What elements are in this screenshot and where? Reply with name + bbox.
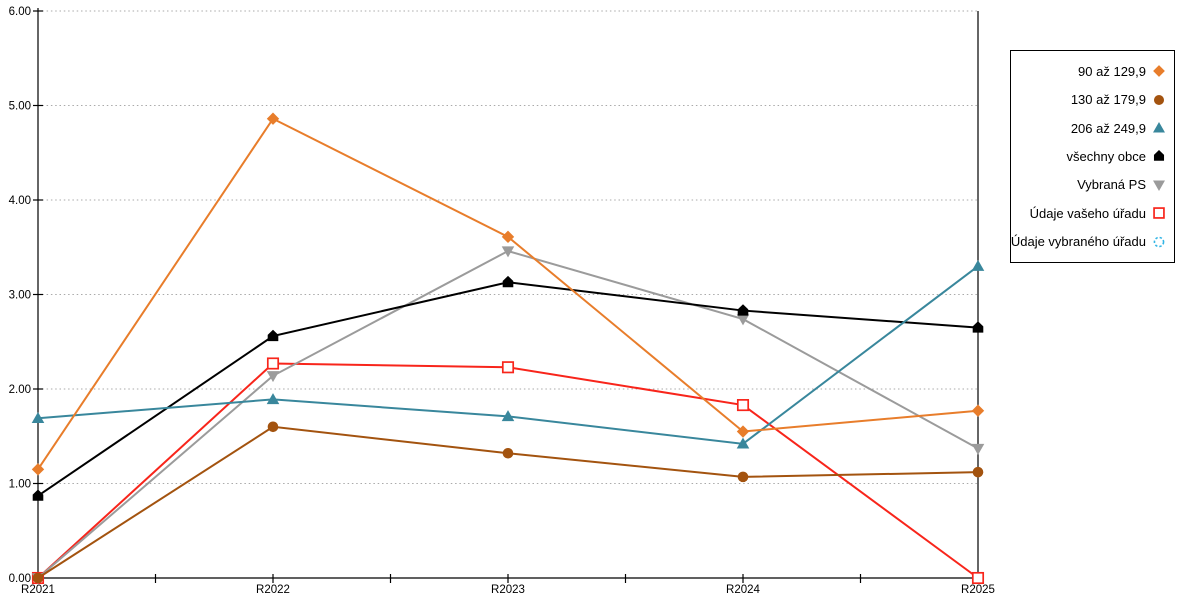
triangle-down-marker-icon	[971, 443, 985, 455]
legend-item-2: 206 až 249,9	[1071, 120, 1167, 136]
legend-item-1: 130 až 179,9	[1071, 92, 1167, 108]
triangle-down-marker-icon	[266, 371, 280, 383]
pentagon-marker-icon	[502, 275, 514, 288]
triangle-up-marker-icon	[971, 259, 985, 271]
legend-item-label: Údaje vašeho úřadu	[1029, 205, 1146, 221]
triangle-down-marker-icon	[501, 246, 515, 258]
legend-item-label: Údaje vybraného úřadu	[1010, 234, 1146, 250]
triangle-down-marker-icon	[736, 314, 750, 326]
legend-marker	[1153, 65, 1165, 78]
legend-item-3: všechny obce	[1067, 148, 1168, 164]
legend-marker	[1153, 207, 1165, 220]
triangle-up-marker-icon	[1153, 122, 1165, 133]
y-tick-label: 2.00	[9, 384, 31, 396]
x-tick-label: R2025	[961, 584, 995, 596]
legend-item-label: 206 až 249,9	[1070, 120, 1146, 136]
y-tick-label: 0.00	[9, 573, 31, 585]
diamond-marker-icon	[736, 425, 750, 438]
legend-marker	[1153, 122, 1165, 133]
triangle-up-marker-icon	[31, 411, 45, 423]
legend-marker	[1153, 94, 1165, 105]
square-open-marker-icon	[971, 571, 985, 585]
circle-marker-icon	[267, 421, 279, 433]
series--daje-va-eho-adu	[31, 357, 985, 585]
square-open-marker-icon	[1153, 207, 1165, 220]
triangle-up-marker-icon	[736, 437, 750, 449]
series-90-a-129-9	[31, 112, 985, 476]
y-tick-label: 3.00	[9, 290, 31, 302]
triangle-up-marker-icon	[501, 410, 515, 422]
circle-marker-icon	[972, 466, 984, 478]
diamond-marker-icon	[501, 230, 515, 244]
legend-marker	[1153, 150, 1165, 162]
legend-item-label: Vybraná PS	[1077, 177, 1146, 193]
legend-item-5: Údaje vašeho úřadu	[1030, 205, 1167, 221]
chart-legend: 90 až 129,9 130 až 179,9 206 až 249,9 všech…	[1010, 50, 1175, 263]
legend-item-label: všechny obce	[1066, 148, 1147, 164]
diamond-marker-icon	[971, 404, 985, 417]
series-vybran-ps	[31, 246, 985, 585]
pentagon-marker-icon	[737, 304, 749, 316]
pentagon-marker-icon	[32, 489, 44, 501]
series-line	[37, 362, 979, 579]
legend-item-6: Údaje vybraného úřadu	[1011, 234, 1167, 250]
diamond-marker-icon	[31, 463, 45, 476]
x-tick-label: R2024	[726, 584, 760, 596]
series-206-a-249-9	[31, 259, 985, 449]
y-tick-label: 6.00	[9, 6, 31, 18]
square-open-marker-icon	[266, 357, 280, 370]
x-tick-label: R2023	[491, 584, 525, 596]
series-v-echny-obce	[32, 275, 984, 501]
x-tick-label: R2021	[21, 584, 55, 596]
legend-marker	[1153, 236, 1165, 248]
y-tick-label: 5.00	[9, 101, 31, 113]
triangle-up-marker-icon	[266, 393, 280, 405]
series-130-a-179-9	[32, 421, 984, 584]
pentagon-marker-icon	[972, 321, 984, 333]
pentagon-marker-icon	[1153, 150, 1165, 162]
triangle-down-marker-icon	[1153, 180, 1165, 191]
square-open-marker-icon	[501, 361, 515, 374]
y-tick-label: 1.00	[9, 479, 31, 491]
legend-marker	[1153, 180, 1165, 191]
circle-open-dashed-marker-icon	[1153, 236, 1165, 248]
circle-marker-icon	[32, 572, 44, 584]
y-tick-label: 4.00	[9, 195, 31, 207]
circle-marker-icon	[737, 471, 749, 483]
diamond-marker-icon	[266, 112, 280, 125]
diamond-marker-icon	[1153, 65, 1165, 78]
legend-item-0: 90 až 129,9	[1078, 63, 1167, 79]
legend-item-label: 90 až 129,9	[1078, 63, 1146, 79]
x-tick-label: R2022	[256, 584, 290, 596]
legend-item-4: Vybraná PS	[1077, 177, 1167, 193]
circle-marker-icon	[502, 447, 514, 459]
pentagon-marker-icon	[267, 329, 279, 342]
legend-item-label: 130 až 179,9	[1070, 92, 1146, 108]
square-open-marker-icon	[736, 399, 750, 412]
circle-marker-icon	[1153, 94, 1165, 105]
